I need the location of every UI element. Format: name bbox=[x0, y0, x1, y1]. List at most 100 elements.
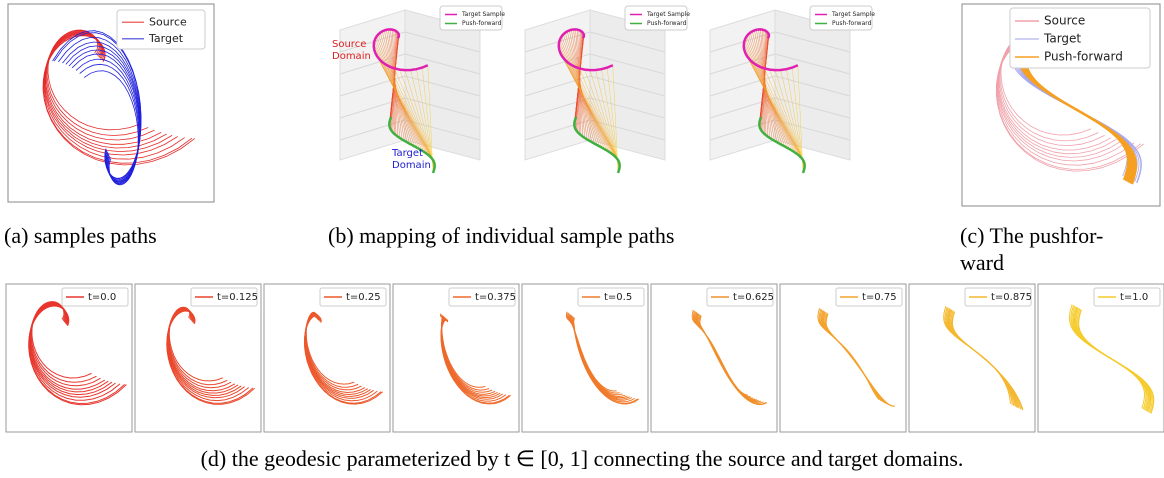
mapping-line bbox=[416, 69, 435, 171]
legend-label: Push-forward bbox=[832, 20, 872, 27]
mapping-line bbox=[746, 56, 802, 158]
grid bbox=[774, 75, 851, 97]
grid bbox=[774, 53, 851, 75]
legend-box bbox=[448, 287, 516, 307]
frame bbox=[908, 283, 1036, 433]
mapping-line bbox=[404, 70, 435, 168]
grid bbox=[589, 31, 666, 53]
legend-box bbox=[61, 287, 129, 307]
plot-3d bbox=[524, 9, 666, 174]
mapping-line bbox=[379, 59, 433, 160]
grid bbox=[404, 31, 481, 53]
mapping-line bbox=[786, 69, 805, 171]
legend-label: Push-forward bbox=[462, 20, 502, 27]
grid bbox=[589, 53, 666, 75]
legend-box bbox=[1009, 7, 1151, 69]
mapping-line bbox=[755, 64, 805, 162]
legend-label: Target bbox=[148, 32, 184, 45]
grid bbox=[404, 53, 481, 75]
geodesic-path bbox=[28, 305, 127, 406]
domain-label: Source bbox=[332, 39, 366, 50]
mapping-line bbox=[764, 68, 805, 165]
target-sample bbox=[557, 28, 614, 72]
geodesic-path bbox=[825, 313, 895, 407]
caption-c: (c) The pushfor- bbox=[960, 223, 1103, 248]
legend-label: t=0.5 bbox=[604, 292, 632, 303]
mapping-line bbox=[579, 68, 620, 165]
geodesic-path bbox=[303, 315, 383, 405]
domain-label: Target bbox=[391, 148, 423, 159]
target-path bbox=[79, 63, 140, 185]
mapping-line bbox=[774, 70, 805, 168]
mapping-line bbox=[749, 59, 803, 160]
mapping-line bbox=[561, 56, 617, 158]
source-path bbox=[42, 35, 196, 166]
caption-c: ward bbox=[960, 250, 1004, 275]
mapping-line bbox=[584, 69, 620, 167]
legend-label: Target Sample bbox=[646, 11, 690, 18]
mapping-line bbox=[410, 69, 435, 169]
frame bbox=[5, 283, 133, 433]
geodesic-path bbox=[573, 317, 640, 405]
mapping-line bbox=[606, 67, 619, 172]
grid bbox=[774, 97, 851, 119]
grid bbox=[589, 97, 666, 119]
source-path bbox=[43, 34, 185, 160]
mapping-line bbox=[752, 62, 804, 161]
grid bbox=[339, 53, 406, 75]
mapping-line bbox=[567, 62, 619, 161]
grid bbox=[774, 31, 851, 53]
frame bbox=[1037, 283, 1164, 433]
frame bbox=[392, 283, 520, 433]
mapping-line bbox=[376, 56, 432, 158]
caption-a: (a) samples paths bbox=[4, 223, 157, 248]
mapping-line bbox=[589, 70, 620, 168]
frame bbox=[134, 283, 262, 433]
geodesic-path bbox=[440, 319, 511, 405]
mapping-line bbox=[791, 67, 804, 172]
mapping-line bbox=[769, 69, 805, 167]
push-forward bbox=[573, 116, 621, 174]
grid bbox=[404, 75, 481, 97]
legend-label: Target Sample bbox=[831, 11, 875, 18]
legend-box bbox=[577, 287, 645, 307]
push-forward bbox=[758, 116, 806, 174]
target-sample bbox=[742, 28, 799, 72]
frame bbox=[779, 283, 907, 433]
target-path bbox=[71, 53, 141, 184]
legend-label: Source bbox=[1044, 14, 1085, 28]
geodesic-path bbox=[30, 302, 101, 387]
mapping-line bbox=[797, 65, 804, 174]
target-path bbox=[83, 70, 139, 186]
grid bbox=[404, 97, 481, 119]
legend-box bbox=[190, 287, 258, 307]
legend-box bbox=[964, 287, 1032, 307]
frame bbox=[521, 283, 649, 433]
target-path bbox=[62, 41, 141, 182]
geodesic-path bbox=[1078, 309, 1155, 414]
legend-label: Push-forward bbox=[1044, 50, 1123, 64]
legend-label: t=0.75 bbox=[862, 292, 897, 303]
mapping-line bbox=[595, 69, 620, 169]
mapping-line bbox=[564, 59, 618, 160]
plot-3d bbox=[709, 9, 851, 174]
mapping-line bbox=[574, 66, 620, 164]
mapping-line bbox=[382, 62, 434, 161]
legend-box bbox=[1093, 287, 1161, 307]
mapping-line bbox=[394, 68, 435, 165]
legend-label: t=0.25 bbox=[346, 292, 381, 303]
source-path bbox=[44, 32, 167, 149]
geodesic-path bbox=[166, 310, 255, 405]
caption-d: (d) the geodesic parameterized by t ∈ [0… bbox=[201, 446, 964, 471]
legend-label: t=0.875 bbox=[991, 292, 1032, 303]
frame bbox=[263, 283, 391, 433]
mapping-line bbox=[612, 65, 619, 174]
legend-label: t=0.625 bbox=[733, 292, 774, 303]
mapping-line bbox=[385, 64, 435, 162]
legend-label: t=0.375 bbox=[475, 292, 516, 303]
legend-label: Target Sample bbox=[461, 11, 505, 18]
legend-box bbox=[835, 287, 903, 307]
legend-label: Source bbox=[149, 15, 187, 28]
legend-box bbox=[319, 287, 387, 307]
